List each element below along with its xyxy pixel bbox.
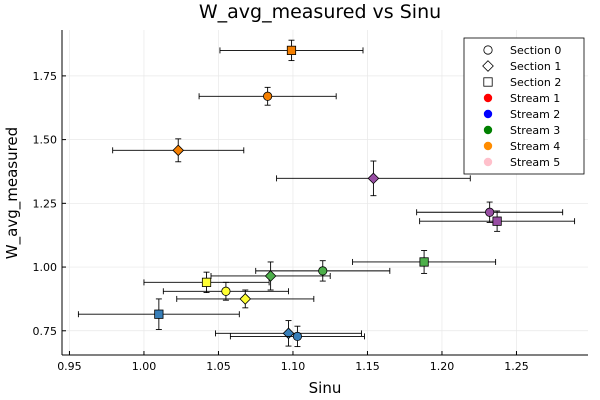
legend-marker (483, 125, 493, 135)
legend-marker (483, 157, 493, 167)
y-axis-label: W_avg_measured (3, 127, 22, 259)
legend-item: Section 1 (482, 60, 561, 73)
point-marker (154, 309, 164, 319)
point-marker (221, 286, 231, 296)
data-point (276, 160, 471, 197)
data-point (210, 261, 331, 291)
data-point (219, 39, 364, 62)
y-tick-label: 0.75 (33, 325, 58, 338)
legend-label: Section 1 (510, 60, 561, 73)
data-point (162, 281, 289, 301)
legend-item: Stream 5 (483, 156, 560, 169)
data-point (255, 260, 391, 282)
legend: Section 0 Section 1 Section 2 Stream 1 Strea… (463, 37, 585, 175)
axes-frame (61, 30, 588, 356)
x-tick-label: 1.05 (206, 360, 231, 373)
legend-marker (483, 77, 493, 87)
y-tick-label: 1.25 (33, 197, 58, 210)
data-point (229, 325, 365, 348)
legend-label: Stream 5 (510, 156, 560, 169)
legend-label: Section 2 (510, 76, 561, 89)
legend-marker (483, 93, 493, 103)
point-marker (419, 257, 429, 267)
data-point (176, 289, 315, 309)
x-tick-label: 1.20 (430, 360, 455, 373)
point-marker (292, 331, 303, 341)
legend-marker (483, 109, 493, 119)
data-points (77, 39, 576, 348)
data-point (77, 298, 240, 330)
point-marker (282, 327, 295, 340)
legend-item: Section 0 (483, 44, 561, 57)
point-marker (286, 45, 297, 55)
point-marker (263, 91, 273, 101)
legend-item: Stream 1 (483, 92, 560, 105)
legend-label: Stream 4 (510, 140, 560, 153)
data-point (215, 320, 362, 347)
x-tick-label: 0.95 (57, 360, 82, 373)
ticks: 0.95 1.00 1.05 1.10 1.15 1.20 1.25 0.75 1.00 1.25… (33, 70, 529, 373)
x-tick-label: 1.15 (355, 360, 380, 373)
point-marker (367, 172, 380, 185)
point-marker (318, 266, 328, 276)
x-axis-label: Sinu (309, 379, 342, 397)
data-point (112, 138, 245, 163)
x-tick-label: 1.10 (281, 360, 306, 373)
point-marker (264, 270, 277, 282)
data-point (143, 271, 270, 293)
data-point (419, 210, 576, 232)
legend-item: Section 2 (483, 76, 561, 89)
point-marker (239, 293, 252, 305)
data-point (198, 86, 337, 106)
legend-label: Stream 3 (510, 124, 560, 137)
data-point (352, 250, 497, 274)
point-marker (492, 216, 502, 226)
y-tick-label: 1.75 (33, 70, 58, 83)
legend-item: Stream 2 (483, 108, 560, 121)
legend-marker (483, 45, 493, 55)
point-marker (201, 277, 212, 287)
y-tick-label: 1.50 (33, 134, 58, 147)
legend-item: Stream 3 (483, 124, 560, 137)
y-tick-label: 1.00 (33, 261, 58, 274)
legend-label: Stream 1 (510, 92, 560, 105)
x-tick-label: 1.00 (132, 360, 157, 373)
point-marker (172, 144, 185, 157)
legend-label: Stream 2 (510, 108, 560, 121)
x-tick-label: 1.25 (504, 360, 529, 373)
legend-marker (483, 141, 493, 151)
chart-title: W_avg_measured vs Sinu (199, 1, 441, 23)
legend-item: Stream 4 (483, 140, 560, 153)
legend-label: Section 0 (510, 44, 561, 57)
point-marker (485, 207, 495, 217)
data-point (416, 201, 564, 223)
legend-marker (482, 60, 494, 72)
legend-box (463, 37, 585, 175)
